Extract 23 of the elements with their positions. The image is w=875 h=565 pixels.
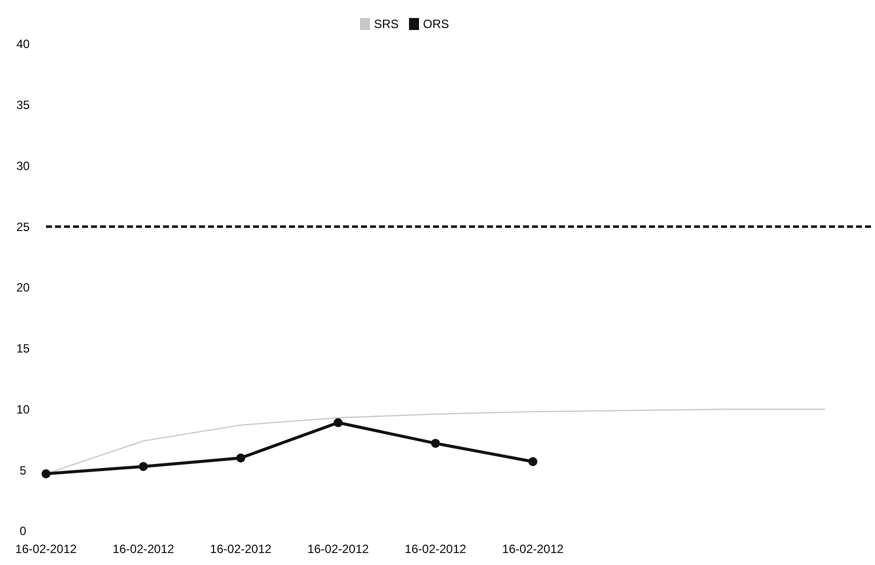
- x-tick-label: 16-02-2012: [404, 542, 467, 556]
- legend-label: ORS: [423, 17, 450, 31]
- point: [138, 462, 148, 471]
- y-tick-label: 0: [20, 524, 27, 538]
- y-tick-label: 5: [20, 463, 27, 478]
- point: [236, 453, 246, 462]
- point: [42, 469, 50, 478]
- point: [334, 418, 343, 428]
- legend-label: SRS: [374, 17, 399, 31]
- point: [431, 438, 440, 448]
- x-tick-label: 16-02-2012: [502, 542, 564, 556]
- point: [528, 457, 538, 466]
- y-tick-label: 35: [16, 98, 30, 112]
- y-tick-label: 30: [16, 158, 30, 173]
- y-tick-label: 15: [16, 342, 30, 356]
- y-tick-label: 25: [16, 220, 30, 234]
- y-tick-label: 40: [16, 37, 30, 52]
- y-tick-label: 10: [16, 402, 30, 416]
- x-tick-label: 16-02-2012: [15, 542, 78, 556]
- x-tick-label: 16-02-2012: [112, 542, 174, 556]
- x-tick-label: 16-02-2012: [210, 542, 272, 556]
- x-tick-label: 16-02-2012: [307, 542, 370, 556]
- y-tick-label: 20: [16, 280, 30, 295]
